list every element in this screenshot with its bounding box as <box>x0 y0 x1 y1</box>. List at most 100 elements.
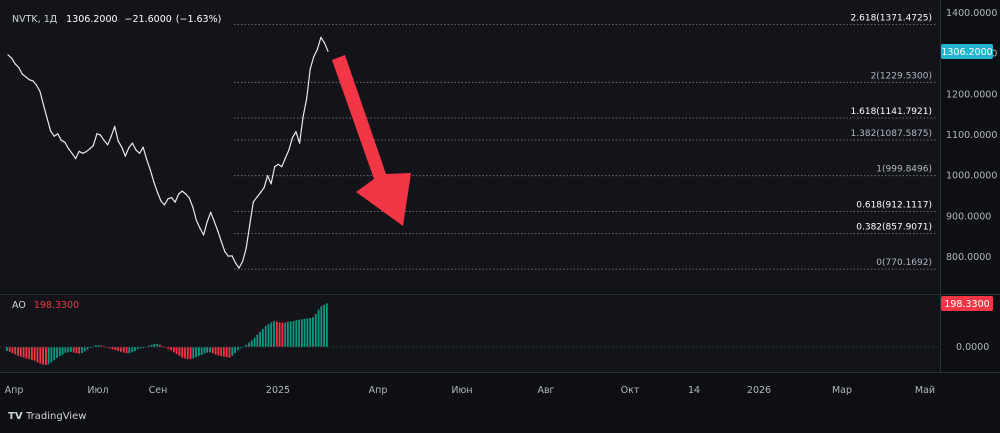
ao-bar <box>220 347 223 357</box>
ao-bar <box>195 347 197 358</box>
down-arrow-annotation[interactable] <box>332 55 411 226</box>
indicator-pane[interactable] <box>0 296 940 372</box>
price-point <box>263 187 265 189</box>
ao-bar <box>145 347 147 348</box>
price-axis-tick: 800.0000 <box>946 252 991 263</box>
price-point <box>71 152 73 154</box>
price-point <box>103 139 105 141</box>
price-point <box>231 255 233 257</box>
price-point <box>210 211 212 213</box>
price-point <box>313 55 315 58</box>
ao-bar <box>81 347 83 353</box>
change-value: −21.6000 <box>125 14 172 25</box>
time-axis[interactable]: Апр Июл Сен 2025 Апр Июн Авг Окт 14 2026 Мар Май <box>5 385 935 396</box>
ao-bar <box>128 347 131 354</box>
fibonacci-extension[interactable]: 2.618(1371.4725) 2(1229.5300) 1.618(1141.7… <box>234 14 936 270</box>
ao-axis-tick: 0.0000 <box>956 342 989 353</box>
fib-level-label: 1.382(1087.5875) <box>851 129 932 139</box>
price-point <box>327 50 329 52</box>
ao-bar <box>150 344 153 347</box>
ao-bar <box>184 347 186 359</box>
ao-bar <box>267 324 270 347</box>
price-point <box>238 267 240 269</box>
ao-value-tag: 198.3300 <box>941 296 993 311</box>
price-point <box>252 201 254 203</box>
ao-bar <box>114 347 117 351</box>
ao-bar <box>211 347 214 354</box>
price-point <box>185 193 187 195</box>
price-point <box>139 152 141 154</box>
tradingview-logo[interactable]: TV TradingView <box>8 411 86 422</box>
price-point <box>99 134 101 136</box>
ao-bar <box>28 347 31 360</box>
ao-bar <box>200 347 203 355</box>
fib-level-label: 1.618(1141.7921) <box>851 107 932 117</box>
ao-bar <box>22 347 25 358</box>
ao-value: 198.3300 <box>34 300 79 311</box>
ao-bar <box>189 347 192 360</box>
time-axis-label: Июн <box>451 385 472 396</box>
fib-level-label: 0.618(912.1117) <box>856 200 932 210</box>
time-axis-label: 14 <box>688 385 700 396</box>
price-point <box>291 137 293 139</box>
price-point <box>28 79 30 81</box>
ao-bar <box>262 329 264 347</box>
price-point <box>92 145 94 147</box>
price-point <box>220 240 222 243</box>
ao-bar <box>273 321 275 347</box>
ao-bar <box>175 347 178 354</box>
price-point <box>295 131 297 133</box>
price-point <box>299 142 301 144</box>
ao-bar <box>47 347 50 365</box>
ao-bar <box>89 347 92 348</box>
ao-bar <box>275 321 278 347</box>
price-point <box>160 200 162 202</box>
price-point <box>174 201 176 203</box>
price-axis-tick: 1000.0000 <box>946 171 997 182</box>
time-axis-label: 2026 <box>747 385 771 396</box>
price-axis-tick: 1100.0000 <box>946 130 997 141</box>
ao-bar <box>237 347 239 351</box>
price-point <box>203 234 205 236</box>
ao-bar <box>97 345 100 347</box>
ao-bar <box>111 347 114 350</box>
price-point <box>245 247 247 249</box>
ao-bar <box>198 347 200 356</box>
price-point <box>131 142 133 144</box>
time-axis-label: Апр <box>5 385 24 396</box>
ao-bar <box>50 347 53 363</box>
price-tag-text: 1306.2000 <box>941 47 992 58</box>
ao-bar <box>317 309 320 347</box>
ao-bar <box>231 347 234 356</box>
ao-bar <box>295 320 298 347</box>
ao-bar <box>61 347 64 355</box>
ao-bar <box>281 322 284 347</box>
main-pane[interactable] <box>0 0 940 293</box>
price-point <box>114 125 116 128</box>
ao-histogram <box>6 303 328 365</box>
price-point <box>178 193 180 195</box>
price-point <box>7 54 9 56</box>
ao-bar <box>83 347 86 352</box>
price-axis-tick: 1200.0000 <box>946 89 997 100</box>
ao-bar <box>287 321 289 347</box>
price-point <box>124 155 126 157</box>
ao-bar <box>117 347 120 351</box>
ao-bar <box>214 347 217 355</box>
ao-legend: AO 198.3300 <box>12 300 79 311</box>
price-point <box>224 251 226 253</box>
price-point <box>309 68 311 70</box>
price-point <box>181 190 183 192</box>
ao-bar <box>326 303 328 347</box>
price-point <box>242 260 244 262</box>
change-percent: (−1.63%) <box>176 14 222 25</box>
price-point <box>39 90 41 93</box>
ao-bar <box>250 340 253 347</box>
ao-bar <box>159 344 161 347</box>
price-point <box>67 147 69 149</box>
ao-bar <box>11 347 14 354</box>
price-point <box>128 147 130 149</box>
ao-bar <box>56 347 58 358</box>
price-point <box>302 116 304 118</box>
